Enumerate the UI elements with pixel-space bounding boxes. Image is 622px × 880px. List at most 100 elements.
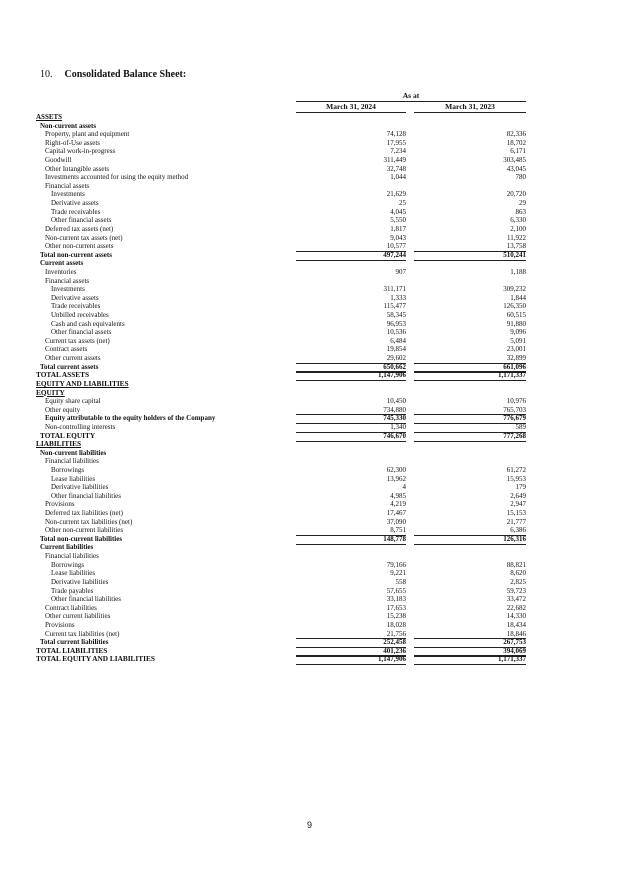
row-label: Other current assets — [45, 354, 101, 363]
row-label: Capital work-in-progress — [45, 147, 116, 156]
row-label: Derivative assets — [51, 293, 99, 302]
value-2023: 61,272 — [506, 465, 526, 474]
value-2023: 29 — [519, 199, 526, 208]
value-2023: 33,472 — [506, 595, 526, 604]
table-row: Non-current tax liabilities (net) 37,090 2… — [0, 518, 622, 527]
table-row: Contract liabilities 17,653 22,682 — [0, 604, 622, 613]
value-2023: 22,682 — [506, 603, 526, 612]
value-2023: 60,515 — [506, 311, 526, 320]
value-2023: 91,880 — [506, 319, 526, 328]
value-2023: 2,100 — [510, 224, 526, 233]
table-row: Financial liabilities — [0, 457, 622, 466]
row-label: Cash and cash equivalents — [51, 319, 125, 328]
value-2023: 20,720 — [506, 190, 526, 199]
value-2023: 179 — [515, 483, 527, 492]
value-2024: 1,147,906 — [296, 371, 406, 382]
table-row: Trade receivables 4,045 863 — [0, 208, 622, 217]
table-row: Total non-current assets 497,244 510,241 — [0, 250, 622, 261]
value-2023: 6,330 — [510, 216, 526, 225]
row-label: Right-of-Use assets — [45, 138, 101, 147]
row-label: Equity share capital — [45, 397, 101, 406]
row-label: ASSETS — [36, 113, 63, 121]
value-2024: 29,602 — [386, 354, 406, 363]
value-2023: 126,350 — [503, 302, 526, 311]
value-2023: 2,947 — [510, 500, 526, 509]
value-2023: 776,679 — [414, 414, 526, 425]
row-label: Derivative liabilities — [51, 577, 109, 586]
row-label: TOTAL ASSETS — [36, 370, 90, 380]
row-label: Derivative assets — [51, 199, 99, 208]
value-2024: 79,166 — [386, 560, 406, 569]
value-2024: 6,484 — [390, 336, 406, 345]
value-2023: 32,899 — [506, 354, 526, 363]
table-row: Property, plant and equipment 74,128 82,33… — [0, 130, 622, 139]
table-row: Other financial liabilities 4,985 2,649 — [0, 492, 622, 501]
value-2023: 43,045 — [506, 164, 526, 173]
row-label: Goodwill — [45, 156, 72, 165]
row-label: Equity attributable to the equity holder… — [45, 414, 216, 423]
value-2024: 4,045 — [390, 207, 406, 216]
row-label: Investments — [51, 285, 85, 294]
table-row: Derivative assets 1,333 1,844 — [0, 294, 622, 303]
value-2023: 6,171 — [510, 147, 526, 156]
value-2023: 82,336 — [506, 130, 526, 139]
value-2024: 1,340 — [390, 422, 406, 431]
value-2024: 4,985 — [390, 491, 406, 500]
value-2023: 6,386 — [510, 526, 526, 535]
row-label: Total non-current liabilities — [40, 534, 123, 543]
value-2024: 33,183 — [386, 595, 406, 604]
value-2023: 14,330 — [506, 612, 526, 621]
row-label: EQUITY AND LIABILITIES — [36, 378, 129, 388]
row-label: EQUITY — [36, 387, 65, 397]
row-label: Contract assets — [45, 345, 88, 354]
table-row: EQUITY AND LIABILITIES — [0, 378, 622, 389]
table-row: Trade payables 57,655 59,723 — [0, 587, 622, 596]
value-2023: 18,846 — [506, 629, 526, 638]
table-row: Current tax assets (net) 6,484 5,091 — [0, 337, 622, 346]
row-label: Lease liabilities — [51, 569, 96, 578]
value-2024: 13,962 — [386, 474, 406, 483]
value-2023: 18,702 — [506, 138, 526, 147]
value-2024: 745,330 — [296, 414, 406, 425]
row-label: TOTAL EQUITY — [40, 430, 96, 440]
table-row: Financial liabilities — [0, 552, 622, 561]
row-label: Financial liabilities — [45, 552, 99, 561]
value-2023: 5,091 — [510, 336, 526, 345]
row-label: Unbilled receivables — [51, 311, 109, 320]
value-2024: 57,655 — [386, 586, 406, 595]
row-label: Deferred tax liabilities (net) — [45, 509, 123, 518]
value-2023: 2,649 — [510, 491, 526, 500]
value-2024: 21,756 — [386, 629, 406, 638]
row-label: Other financial liabilities — [51, 491, 121, 500]
table-row: Derivative liabilities 558 2,825 — [0, 578, 622, 587]
row-label: Other financial assets — [51, 216, 112, 225]
row-label: Borrowings — [51, 560, 85, 569]
value-2024: 9,221 — [390, 569, 406, 578]
table-row: Deferred tax liabilities (net) 17,467 15,1… — [0, 509, 622, 518]
value-2024: 7,234 — [390, 147, 406, 156]
section-title: Consolidated Balance Sheet: — [64, 69, 187, 80]
row-label: Investments — [51, 190, 85, 199]
row-label: Derivative liabilities — [51, 483, 109, 492]
value-2023: 59,723 — [506, 586, 526, 595]
value-2024: 25 — [399, 199, 406, 208]
value-2024: 17,467 — [386, 509, 406, 518]
table-row: Other current liabilities 15,238 14,330 — [0, 612, 622, 621]
table-row: Contract assets 19,854 23,001 — [0, 345, 622, 354]
value-2024: 311,171 — [383, 285, 407, 294]
row-label: Financial liabilities — [45, 457, 99, 466]
table-row: Other financial assets 10,536 9,096 — [0, 328, 622, 337]
value-2024: 19,854 — [386, 345, 406, 354]
value-2023: 15,953 — [506, 474, 526, 483]
table-row: EQUITY — [0, 387, 622, 398]
table-row: Derivative assets 25 29 — [0, 199, 622, 208]
table-row: Total non-current liabilities 148,778 126,… — [0, 534, 622, 545]
table-row: Capital work-in-progress 7,234 6,171 — [0, 147, 622, 156]
row-label: Financial assets — [45, 276, 90, 285]
table-row: Current liabilities — [0, 543, 622, 552]
value-2024: 10,536 — [386, 328, 406, 337]
value-2024: 558 — [395, 577, 407, 586]
section-heading: 10. Consolidated Balance Sheet: — [40, 69, 186, 80]
row-label: Other current liabilities — [45, 612, 111, 621]
value-2023: 765,703 — [503, 405, 526, 414]
